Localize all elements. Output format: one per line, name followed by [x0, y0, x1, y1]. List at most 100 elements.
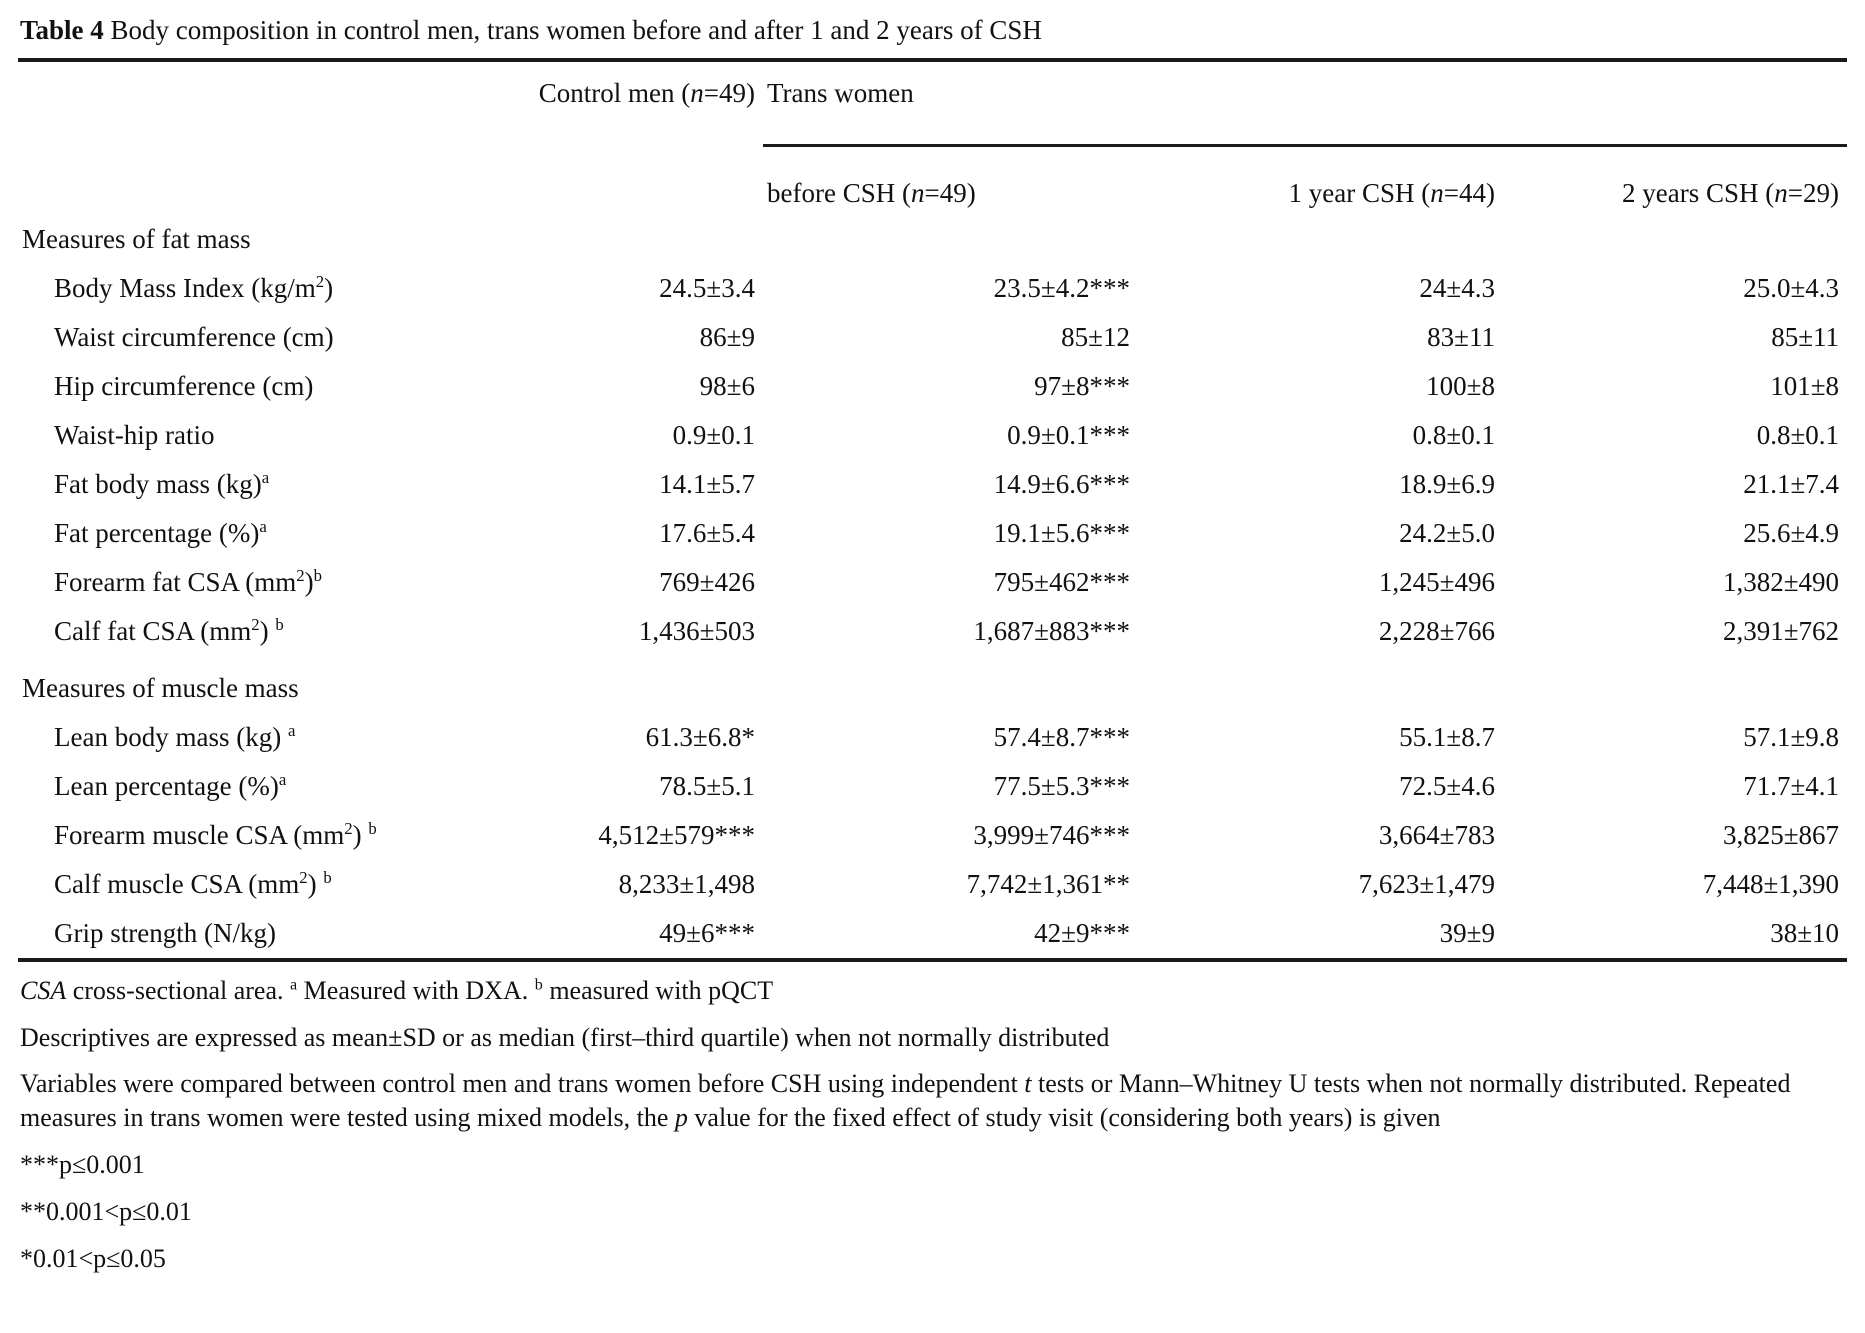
row-label: Lean body mass (kg) a	[54, 720, 296, 752]
cell-before: 0.9±0.1***	[1007, 419, 1130, 450]
body-composition-table: Control men (n=49) Trans women before CS…	[18, 61, 1848, 958]
cell-year2: 0.8±0.1	[1756, 419, 1840, 450]
cell-control: 61.3±6.8*	[645, 721, 755, 752]
header-control-men-n: =49)	[703, 77, 755, 108]
header-sub-blank	[18, 145, 488, 215]
footnote-marker: a	[287, 720, 296, 740]
section-header-spacer	[488, 215, 763, 264]
header-1-year-csh: 1 year CSH (n=44)	[1288, 177, 1495, 208]
cell-before: 7,742±1,361**	[966, 868, 1130, 899]
cell-year2: 38±10	[1770, 917, 1840, 948]
footnote-marker: b	[313, 565, 322, 585]
cell-before: 14.9±6.6***	[993, 468, 1130, 499]
cell-year1: 7,623±1,479	[1358, 868, 1495, 899]
header-row-sub: before CSH (n=49) 1 year CSH (n=44) 2 ye…	[18, 145, 1847, 215]
cell-year2: 57.1±9.8	[1743, 721, 1840, 752]
section-header-row: Measures of muscle mass	[18, 656, 1847, 713]
footnote-a-text: Measured with DXA.	[297, 975, 535, 1005]
cell-before: 3,999±746***	[973, 819, 1130, 850]
cell-year1: 3,664±783	[1378, 819, 1495, 850]
table-row: Lean body mass (kg) a 61.3±6.8* 57.4±8.7**…	[18, 713, 1847, 762]
table-row: Calf fat CSA (mm2) b 1,436±503 1,687±883**…	[18, 607, 1847, 656]
cell-control: 14.1±5.7	[659, 468, 755, 499]
footnote-comparison-part3: value for the fixed effect of study visi…	[687, 1103, 1441, 1133]
superscript-unit: 2	[296, 565, 305, 585]
header-trans-women-group: Trans women	[763, 61, 1848, 147]
cell-year1: 24±4.3	[1419, 272, 1495, 303]
superscript-unit: 2	[299, 867, 308, 887]
footnote-significance-3: ***p≤0.001	[20, 1149, 145, 1179]
row-label: Waist-hip ratio	[54, 419, 215, 450]
footnote-marker: a	[261, 467, 270, 487]
header-row-group: Control men (n=49) Trans women	[18, 61, 1848, 147]
section-header-spacer	[763, 656, 1138, 713]
section-header-row: Measures of fat mass	[18, 215, 1847, 264]
table-footnotes: CSA cross-sectional area. a Measured wit…	[18, 974, 1847, 1276]
cell-before: 795±462***	[993, 566, 1130, 597]
cell-year1: 72.5±4.6	[1399, 770, 1495, 801]
row-label: Forearm muscle CSA (mm2) b	[54, 818, 377, 850]
table-row: Forearm fat CSA (mm2)b 769±426 795±462*** 1…	[18, 558, 1847, 607]
row-label: Fat percentage (%)a	[54, 516, 267, 548]
cell-control: 98±6	[699, 370, 755, 401]
cell-before: 85±12	[1061, 321, 1130, 352]
footnote-t-italic: t	[1024, 1069, 1032, 1099]
footnote-a-marker: a	[290, 976, 298, 994]
n-italic: n	[910, 177, 925, 208]
table-row: Fat body mass (kg)a 14.1±5.7 14.9±6.6*** 18…	[18, 460, 1847, 509]
footnote-comparison-part2: tests or Mann–Whitney U tests when not n…	[20, 1069, 1791, 1133]
row-label: Fat body mass (kg)a	[54, 467, 270, 499]
footnote-csa-rest: cross-sectional area.	[66, 975, 291, 1005]
cell-year1: 1,245±496	[1378, 566, 1495, 597]
header-2-years-csh-plain: 2 years CSH	[1622, 177, 1759, 208]
table-row: Waist circumference (cm) 86±9 85±12 83±11 85…	[18, 313, 1847, 362]
footnote-comparison-part1: Variables were compared between control …	[20, 1069, 1025, 1099]
cell-before: 42±9***	[1034, 917, 1130, 948]
cell-year1: 0.8±0.1	[1412, 419, 1495, 450]
cell-year2: 101±8	[1770, 370, 1840, 401]
footnote-comparison: Variables were compared between control …	[20, 1067, 1847, 1135]
footnote-abbreviations: CSA cross-sectional area. a Measured wit…	[20, 974, 1847, 1008]
cell-before: 19.1±5.6***	[993, 517, 1130, 548]
section-title: Measures of muscle mass	[22, 672, 299, 703]
footnote-p-italic: p	[674, 1103, 688, 1133]
cell-before: 23.5±4.2***	[993, 272, 1130, 303]
header-before-csh-plain: before CSH	[767, 177, 896, 208]
footnote-marker: a	[259, 516, 267, 536]
cell-year1: 100±8	[1426, 370, 1495, 401]
cell-control: 49±6***	[659, 917, 755, 948]
cell-year2: 2,391±762	[1722, 615, 1840, 646]
row-label: Lean percentage (%)a	[54, 769, 287, 801]
cell-year1: 24.2±5.0	[1399, 517, 1495, 548]
cell-year2: 21.1±7.4	[1743, 468, 1840, 499]
cell-year1: 55.1±8.7	[1399, 721, 1495, 752]
superscript-unit: 2	[315, 271, 325, 291]
table-row: Fat percentage (%)a 17.6±5.4 19.1±5.6*** 24…	[18, 509, 1847, 558]
row-label: Calf fat CSA (mm2) b	[54, 614, 284, 646]
section-title: Measures of fat mass	[22, 223, 251, 254]
table-row: Body Mass Index (kg/m2) 24.5±3.4 23.5±4.2*…	[18, 264, 1847, 313]
table-row: Calf muscle CSA (mm2) b 8,233±1,498 7,742±…	[18, 860, 1847, 909]
cell-before: 57.4±8.7***	[993, 721, 1130, 752]
cell-control: 86±9	[699, 321, 755, 352]
table-caption: Table 4 Body composition in control men,…	[20, 14, 1847, 48]
cell-control: 0.9±0.1	[672, 419, 755, 450]
cell-control: 24.5±3.4	[659, 272, 755, 303]
footnote-csa-abbrev: CSA	[20, 975, 67, 1005]
table-bottom-rule	[18, 957, 1847, 962]
cell-year1: 83±11	[1427, 321, 1495, 352]
cell-year2: 71.7±4.1	[1743, 770, 1840, 801]
cell-year2: 25.0±4.3	[1743, 272, 1840, 303]
row-label: Body Mass Index (kg/m2)	[54, 271, 334, 303]
footnote-marker: b	[368, 818, 377, 838]
cell-year1: 2,228±766	[1378, 615, 1495, 646]
cell-before: 97±8***	[1034, 370, 1130, 401]
row-label: Grip strength (N/kg)	[54, 917, 276, 948]
footnote-significance-1: *0.01<p≤0.05	[20, 1243, 166, 1273]
cell-year2: 3,825±867	[1722, 819, 1840, 850]
header-2-years-csh: 2 years CSH (n=29)	[1622, 177, 1840, 208]
footnote-marker: b	[323, 867, 332, 887]
row-label: Hip circumference (cm)	[54, 370, 314, 401]
header-control-men-plain: Control men	[538, 77, 675, 108]
table-head: Control men (n=49) Trans women before CS…	[18, 61, 1848, 215]
